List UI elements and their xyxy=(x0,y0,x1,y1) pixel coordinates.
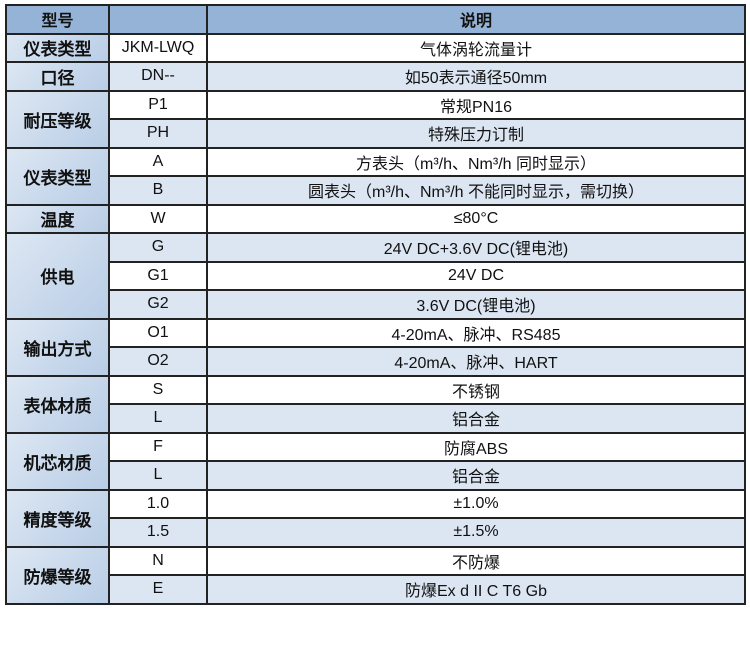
table-row: G2 3.6V DC(锂电池) xyxy=(6,289,746,320)
description-cell: 圆表头（m³/h、Nm³/h 不能同时显示，需切换） xyxy=(206,175,746,206)
description-cell: 防腐ABS xyxy=(206,431,746,462)
category-cell: 机芯材质 xyxy=(5,431,110,491)
category-cell: 供电 xyxy=(5,232,110,320)
code-cell: O2 xyxy=(108,346,208,377)
description-cell: 不锈钢 xyxy=(206,374,746,405)
code-cell: O1 xyxy=(108,317,208,348)
category-cell: 口径 xyxy=(5,61,110,92)
model-spec-table: 型号 说明 仪表类型 JKM-LWQ 气体涡轮流量计 口径 DN-- 如50表示通径50m… xyxy=(5,4,746,605)
code-cell: P1 xyxy=(108,89,208,120)
description-cell: 4-20mA、脉冲、RS485 xyxy=(206,317,746,348)
description-cell: ±1.5% xyxy=(206,517,746,548)
category-cell: 温度 xyxy=(5,203,110,234)
description-cell: 24V DC+3.6V DC(锂电池) xyxy=(206,232,746,263)
table-row: 口径 DN-- 如50表示通径50mm xyxy=(5,61,746,92)
table-row: 耐压等级 P1 常规PN16 xyxy=(5,89,746,149)
category-cell: 耐压等级 xyxy=(5,89,110,149)
description-cell: 如50表示通径50mm xyxy=(206,61,746,92)
description-cell: 铝合金 xyxy=(206,403,746,434)
category-cell: 精度等级 xyxy=(5,488,110,548)
code-cell: DN-- xyxy=(108,61,208,92)
description-cell: 铝合金 xyxy=(206,460,746,491)
table-row: 温度 W ≤80°C xyxy=(5,203,746,234)
table-row: 输出方式 O1 4-20mA、脉冲、RS485 xyxy=(5,317,746,377)
table-row: L 铝合金 xyxy=(6,460,746,491)
code-cell: A xyxy=(108,146,208,177)
header-code xyxy=(108,4,208,35)
category-cell: 仪表类型 xyxy=(5,32,110,63)
code-cell: G xyxy=(108,232,208,263)
table-row: 1.5 ±1.5% xyxy=(6,517,746,548)
category-cell: 输出方式 xyxy=(5,317,110,377)
code-cell: B xyxy=(108,175,208,206)
table-row: L 铝合金 xyxy=(6,403,746,434)
table-row: G1 24V DC xyxy=(6,260,746,291)
table-row: B 圆表头（m³/h、Nm³/h 不能同时显示，需切换） xyxy=(6,175,746,206)
description-cell: 防爆Ex d II C T6 Gb xyxy=(206,574,746,605)
table-header-row: 型号 说明 xyxy=(5,4,746,35)
description-cell: 特殊压力订制 xyxy=(206,118,746,149)
code-cell: PH xyxy=(108,118,208,149)
table-row: 仪表类型 JKM-LWQ 气体涡轮流量计 xyxy=(5,32,746,63)
category-cell: 表体材质 xyxy=(5,374,110,434)
description-cell: ±1.0% xyxy=(206,488,746,519)
table-row: 表体材质 S 不锈钢 xyxy=(5,374,746,434)
description-cell: 方表头（m³/h、Nm³/h 同时显示） xyxy=(206,146,746,177)
description-cell: 24V DC xyxy=(206,260,746,291)
header-model: 型号 xyxy=(5,4,110,35)
description-cell: 3.6V DC(锂电池) xyxy=(206,289,746,320)
table-row: E 防爆Ex d II C T6 Gb xyxy=(6,574,746,605)
code-cell: L xyxy=(108,403,208,434)
description-cell: 不防爆 xyxy=(206,545,746,576)
table-row: 机芯材质 F 防腐ABS xyxy=(5,431,746,491)
header-description: 说明 xyxy=(206,4,746,35)
code-cell: N xyxy=(108,545,208,576)
code-cell: W xyxy=(108,203,208,234)
code-cell: JKM-LWQ xyxy=(108,32,208,63)
table-row: 供电 G 24V DC+3.6V DC(锂电池) xyxy=(5,232,746,320)
category-cell: 防爆等级 xyxy=(5,545,110,605)
table-row: O2 4-20mA、脉冲、HART xyxy=(6,346,746,377)
description-cell: 气体涡轮流量计 xyxy=(206,32,746,63)
code-cell: G2 xyxy=(108,289,208,320)
code-cell: E xyxy=(108,574,208,605)
code-cell: F xyxy=(108,431,208,462)
description-cell: 4-20mA、脉冲、HART xyxy=(206,346,746,377)
code-cell: 1.0 xyxy=(108,488,208,519)
table-row: 精度等级 1.0 ±1.0% xyxy=(5,488,746,548)
code-cell: G1 xyxy=(108,260,208,291)
code-cell: 1.5 xyxy=(108,517,208,548)
table-row: PH 特殊压力订制 xyxy=(6,118,746,149)
code-cell: L xyxy=(108,460,208,491)
table-row: 仪表类型 A 方表头（m³/h、Nm³/h 同时显示） xyxy=(5,146,746,206)
category-cell: 仪表类型 xyxy=(5,146,110,206)
code-cell: S xyxy=(108,374,208,405)
table-body: 仪表类型 JKM-LWQ 气体涡轮流量计 口径 DN-- 如50表示通径50mm 耐压等级 P… xyxy=(5,32,746,605)
description-cell: ≤80°C xyxy=(206,203,746,234)
description-cell: 常规PN16 xyxy=(206,89,746,120)
table-row: 防爆等级 N 不防爆 xyxy=(5,545,746,605)
